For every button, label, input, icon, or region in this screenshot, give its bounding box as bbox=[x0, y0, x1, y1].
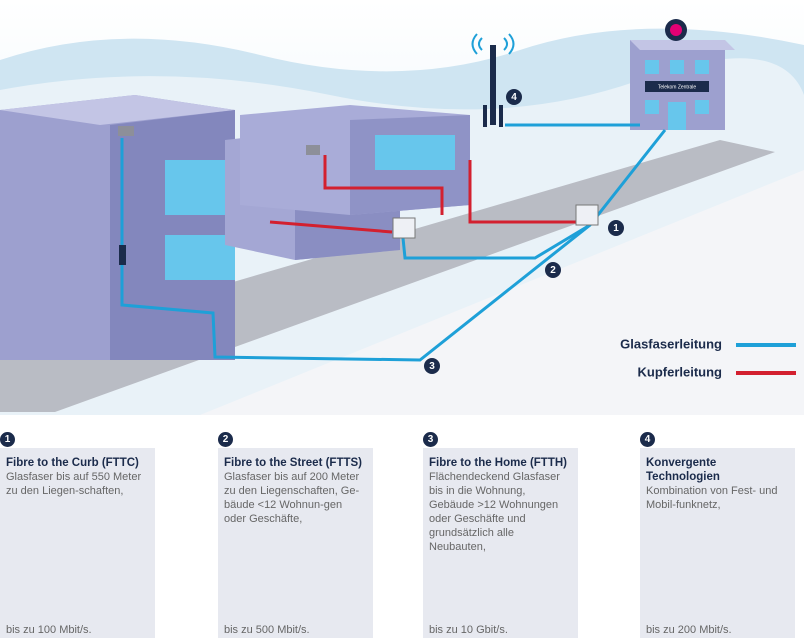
marker-number: 3 bbox=[429, 361, 435, 372]
page: Telekom Zentrale 1 2 3 4 Glasfaserleitung Ku… bbox=[0, 0, 804, 638]
shape bbox=[670, 60, 684, 74]
shape bbox=[393, 218, 415, 238]
card-text: Flächendeckend Glasfaser bis in die Wohn… bbox=[429, 470, 572, 554]
shape bbox=[645, 100, 659, 114]
shape bbox=[695, 100, 709, 114]
card-number: 4 bbox=[640, 432, 655, 447]
shape bbox=[695, 60, 709, 74]
legend-label: Glasfaserleitung bbox=[620, 336, 722, 351]
shape bbox=[118, 126, 134, 136]
shape bbox=[645, 60, 659, 74]
card-title: Fibre to the Curb (FTTC) bbox=[6, 456, 149, 470]
building-label: Telekom Zentrale bbox=[658, 84, 697, 90]
shape bbox=[165, 235, 235, 280]
shape bbox=[668, 102, 686, 130]
card-number: 2 bbox=[218, 432, 233, 447]
shape bbox=[483, 105, 487, 127]
card-title: Konvergente Technologien bbox=[646, 456, 789, 484]
card-box: Fibre to the Curb (FTTC)Glasfaser bis au… bbox=[0, 448, 155, 638]
card-text: Glasfaser bis auf 200 Meter zu den Liege… bbox=[224, 470, 367, 526]
card-speed: bis zu 200 Mbit/s. bbox=[646, 624, 732, 636]
card-number: 3 bbox=[423, 432, 438, 447]
shape bbox=[499, 105, 503, 127]
shape bbox=[306, 145, 320, 155]
shape bbox=[576, 205, 598, 225]
shape bbox=[165, 160, 235, 215]
card-box: Fibre to the Street (FTTS)Glasfaser bis … bbox=[218, 448, 373, 638]
card-speed: bis zu 500 Mbit/s. bbox=[224, 624, 310, 636]
card-speed: bis zu 10 Gbit/s. bbox=[429, 624, 508, 636]
card-title: Fibre to the Street (FTTS) bbox=[224, 456, 367, 470]
shape bbox=[670, 24, 682, 36]
marker-number: 2 bbox=[550, 265, 556, 276]
shape bbox=[630, 40, 735, 50]
card-speed: bis zu 100 Mbit/s. bbox=[6, 624, 92, 636]
legend-label: Kupferleitung bbox=[638, 364, 723, 379]
card-box: Fibre to the Home (FTTH)Flächendeckend G… bbox=[423, 448, 578, 638]
shape bbox=[119, 245, 126, 265]
card-number: 1 bbox=[0, 432, 15, 447]
network-diagram: Telekom Zentrale 1 2 3 4 Glasfaserleitung Ku… bbox=[0, 0, 804, 415]
card-title: Fibre to the Home (FTTH) bbox=[429, 456, 572, 470]
card-text: Glasfaser bis auf 550 Meter zu den Liege… bbox=[6, 470, 149, 498]
shape bbox=[490, 45, 496, 125]
card-text: Kombination von Fest- und Mobil-funknetz… bbox=[646, 484, 789, 512]
shape bbox=[375, 135, 455, 170]
marker-number: 4 bbox=[511, 92, 517, 103]
marker-number: 1 bbox=[613, 223, 619, 234]
